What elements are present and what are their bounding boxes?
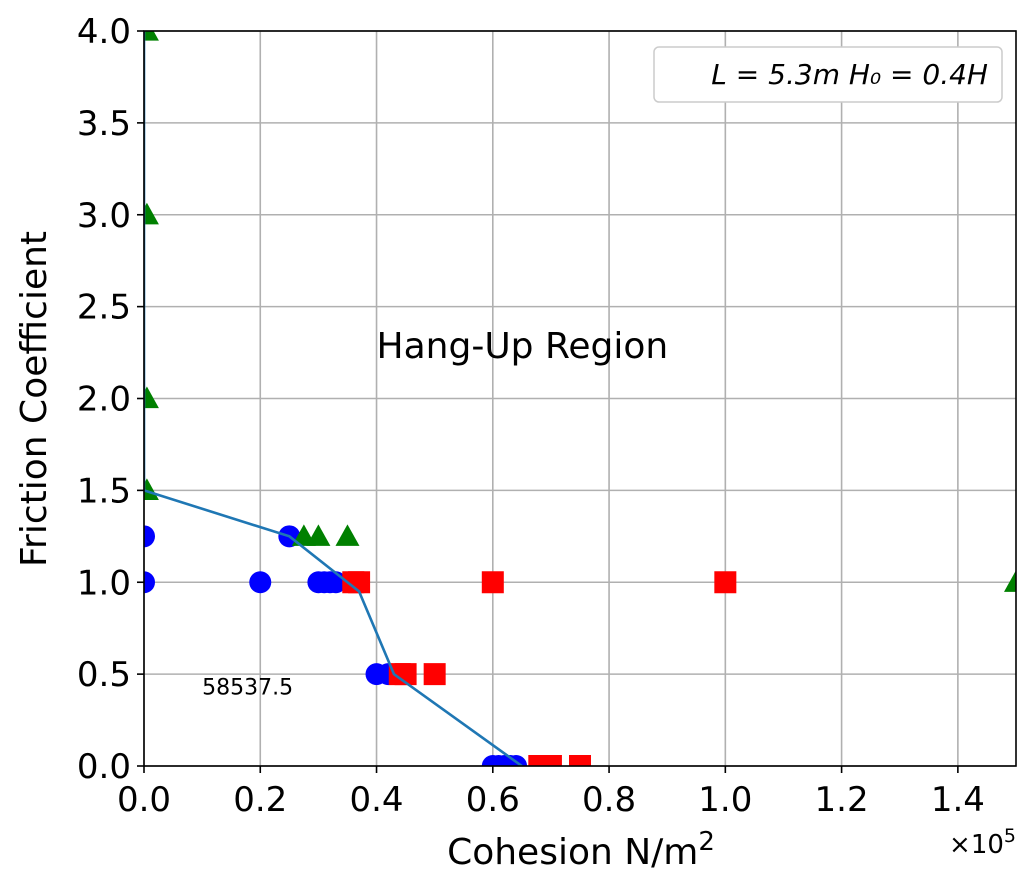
- y-tick-label: 0.5: [77, 655, 131, 695]
- data-point-triangle: [1004, 570, 1016, 592]
- x-axis-label: Cohesion N/m2: [447, 827, 715, 873]
- data-point-circle: [144, 525, 155, 548]
- x-tick-label: 0.2: [233, 780, 287, 820]
- data-point-square: [569, 755, 591, 766]
- data-point-square: [539, 755, 562, 766]
- data-point-circle: [144, 571, 155, 594]
- x-tick-label: 1.2: [815, 780, 869, 820]
- data-point-triangle: [144, 31, 159, 41]
- y-tick-label: 2.0: [77, 380, 131, 420]
- boundary-line: [144, 31, 523, 766]
- y-tick-label: 1.5: [77, 471, 131, 511]
- y-tick-label: 2.5: [77, 288, 131, 328]
- data-point-square: [714, 571, 737, 594]
- ticks-layer: 0.0 0.2 0.4 0.6 0.8 1.0 1.2 1.4 0.0 0.5 1.0 1.5 2.0 2…: [77, 12, 985, 820]
- y-tick-label: 3.0: [77, 196, 131, 236]
- y-tick-label: 4.0: [77, 12, 131, 52]
- region-annotation: Hang-Up Region: [377, 326, 669, 367]
- grid-layer: [143, 30, 1016, 767]
- value-annotation: 58537.5: [202, 675, 293, 700]
- x-tick-label: 0.4: [349, 780, 403, 820]
- series-circles: [144, 525, 528, 766]
- data-point-square: [481, 571, 504, 594]
- legend-box: [653, 46, 1003, 103]
- x-axis-offset-label: ×105: [949, 825, 1016, 860]
- annotation-layer: Hang-Up Region 58537.5: [202, 326, 668, 700]
- x-tick-label: 0.6: [466, 780, 520, 820]
- legend: L = 5.3m H₀ = 0.4H: [653, 46, 1003, 103]
- data-point-triangle: [306, 524, 331, 546]
- data-point-triangle: [335, 524, 360, 546]
- x-tick-label: 0.0: [117, 780, 171, 820]
- y-tick-label: 1.0: [77, 563, 131, 603]
- y-axis-label: Friction Coefficient: [14, 231, 55, 567]
- series-triangles: [144, 31, 1016, 592]
- data-point-square: [528, 755, 551, 766]
- legend-label: L = 5.3m H₀ = 0.4H: [711, 58, 988, 91]
- data-point-square: [423, 663, 446, 686]
- data-point-triangle: [144, 478, 159, 500]
- series-layer: [144, 31, 1016, 766]
- x-tick-label: 1.4: [931, 780, 985, 820]
- x-tick-label: 1.0: [698, 780, 752, 820]
- data-point-triangle: [144, 202, 159, 225]
- y-tick-label: 3.5: [77, 104, 131, 144]
- data-point-circle: [249, 571, 272, 594]
- x-tick-label: 0.8: [582, 780, 636, 820]
- data-point-triangle: [144, 386, 159, 409]
- y-tick-label: 0.0: [77, 747, 131, 787]
